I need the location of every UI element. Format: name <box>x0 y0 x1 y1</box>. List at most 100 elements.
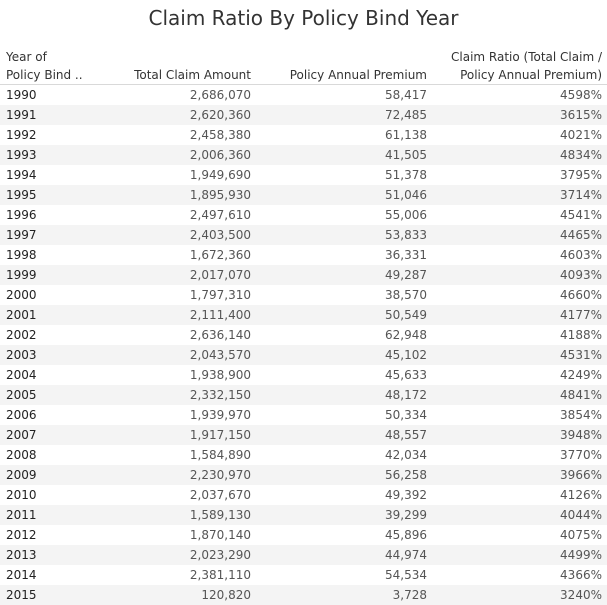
claim-ratio-cell: 3966% <box>560 468 602 482</box>
table-row[interactable]: 2013 2,023,290 44,974 4499% <box>0 545 607 565</box>
total-claim-cell: 2,023,290 <box>189 548 251 562</box>
claim-ratio-cell: 4093% <box>560 268 602 282</box>
table-row[interactable]: 2008 1,584,890 42,034 3770% <box>0 445 607 465</box>
premium-cell: 58,417 <box>385 88 427 102</box>
total-claim-cell: 1,949,690 <box>189 168 251 182</box>
claim-ratio-cell: 4465% <box>560 228 602 242</box>
total-claim-cell: 1,870,140 <box>189 528 251 542</box>
total-claim-cell: 1,797,310 <box>189 288 251 302</box>
total-claim-cell: 2,043,570 <box>189 348 251 362</box>
total-claim-cell: 2,381,110 <box>189 568 251 582</box>
total-claim-cell: 2,111,400 <box>189 308 251 322</box>
total-claim-cell: 2,403,500 <box>189 228 251 242</box>
premium-cell: 45,896 <box>385 528 427 542</box>
header-claim-ratio-line2[interactable]: Policy Annual Premium) <box>460 68 602 82</box>
table-row[interactable]: 2003 2,043,570 45,102 4531% <box>0 345 607 365</box>
table-row[interactable]: 2006 1,939,970 50,334 3854% <box>0 405 607 425</box>
premium-cell: 41,505 <box>385 148 427 162</box>
table-row[interactable]: 2002 2,636,140 62,948 4188% <box>0 325 607 345</box>
total-claim-cell: 2,006,360 <box>189 148 251 162</box>
premium-cell: 45,102 <box>385 348 427 362</box>
table-row[interactable]: 2000 1,797,310 38,570 4660% <box>0 285 607 305</box>
year-cell: 1994 <box>6 168 37 182</box>
premium-cell: 48,557 <box>385 428 427 442</box>
claim-ratio-cell: 4188% <box>560 328 602 342</box>
year-cell: 2004 <box>6 368 37 382</box>
table-row[interactable]: 1997 2,403,500 53,833 4465% <box>0 225 607 245</box>
table-row[interactable]: 1990 2,686,070 58,417 4598% <box>0 84 607 105</box>
premium-cell: 55,006 <box>385 208 427 222</box>
premium-cell: 61,138 <box>385 128 427 142</box>
claim-ratio-cell: 3795% <box>560 168 602 182</box>
table-row[interactable]: 2011 1,589,130 39,299 4044% <box>0 505 607 525</box>
table-row[interactable]: 2001 2,111,400 50,549 4177% <box>0 305 607 325</box>
table-row[interactable]: 1994 1,949,690 51,378 3795% <box>0 165 607 185</box>
year-cell: 2008 <box>6 448 37 462</box>
premium-cell: 48,172 <box>385 388 427 402</box>
year-cell: 2005 <box>6 388 37 402</box>
claim-ratio-cell: 4834% <box>560 148 602 162</box>
table-row[interactable]: 2004 1,938,900 45,633 4249% <box>0 365 607 385</box>
table-row[interactable]: 2010 2,037,670 49,392 4126% <box>0 485 607 505</box>
table-row[interactable]: 1996 2,497,610 55,006 4541% <box>0 205 607 225</box>
table-row[interactable]: 1999 2,017,070 49,287 4093% <box>0 265 607 285</box>
premium-cell: 51,378 <box>385 168 427 182</box>
claim-ratio-cell: 4603% <box>560 248 602 262</box>
table-row[interactable]: 2014 2,381,110 54,534 4366% <box>0 565 607 585</box>
total-claim-cell: 1,584,890 <box>189 448 251 462</box>
premium-cell: 62,948 <box>385 328 427 342</box>
premium-cell: 42,034 <box>385 448 427 462</box>
table-row[interactable]: 2015 120,820 3,728 3240% <box>0 585 607 605</box>
table-row[interactable]: 1993 2,006,360 41,505 4834% <box>0 145 607 165</box>
table-row[interactable]: 1992 2,458,380 61,138 4021% <box>0 125 607 145</box>
year-cell: 2013 <box>6 548 37 562</box>
year-cell: 1991 <box>6 108 37 122</box>
year-cell: 2014 <box>6 568 37 582</box>
claim-ratio-cell: 3948% <box>560 428 602 442</box>
table-body: 1990 2,686,070 58,417 4598% 1991 2,620,360 72,… <box>0 84 607 605</box>
year-cell: 2011 <box>6 508 37 522</box>
year-cell: 2015 <box>6 588 37 602</box>
claim-ratio-cell: 4021% <box>560 128 602 142</box>
year-cell: 1990 <box>6 88 37 102</box>
header-year-line1[interactable]: Year of <box>6 50 47 64</box>
table-row[interactable]: 1998 1,672,360 36,331 4603% <box>0 245 607 265</box>
total-claim-cell: 120,820 <box>201 588 251 602</box>
claim-ratio-cell: 4598% <box>560 88 602 102</box>
table-row[interactable]: 1995 1,895,930 51,046 3714% <box>0 185 607 205</box>
header-year-line2[interactable]: Policy Bind .. <box>6 68 83 82</box>
table-row[interactable]: 2005 2,332,150 48,172 4841% <box>0 385 607 405</box>
year-cell: 2001 <box>6 308 37 322</box>
total-claim-cell: 1,917,150 <box>189 428 251 442</box>
premium-cell: 38,570 <box>385 288 427 302</box>
total-claim-cell: 2,332,150 <box>189 388 251 402</box>
premium-cell: 53,833 <box>385 228 427 242</box>
header-policy-annual-premium[interactable]: Policy Annual Premium <box>289 68 427 82</box>
claim-ratio-cell: 3714% <box>560 188 602 202</box>
premium-cell: 54,534 <box>385 568 427 582</box>
table-row[interactable]: 1991 2,620,360 72,485 3615% <box>0 105 607 125</box>
total-claim-cell: 1,672,360 <box>189 248 251 262</box>
table-row[interactable]: 2007 1,917,150 48,557 3948% <box>0 425 607 445</box>
year-cell: 2007 <box>6 428 37 442</box>
claim-ratio-table: Year of Policy Bind .. Total Claim Amoun… <box>0 46 607 605</box>
table-row[interactable]: 2012 1,870,140 45,896 4075% <box>0 525 607 545</box>
year-cell: 2002 <box>6 328 37 342</box>
claim-ratio-cell: 3240% <box>560 588 602 602</box>
table-row[interactable]: 2009 2,230,970 56,258 3966% <box>0 465 607 485</box>
claim-ratio-cell: 4126% <box>560 488 602 502</box>
premium-cell: 49,287 <box>385 268 427 282</box>
premium-cell: 3,728 <box>392 588 427 602</box>
total-claim-cell: 2,620,360 <box>189 108 251 122</box>
year-cell: 1997 <box>6 228 37 242</box>
total-claim-cell: 2,636,140 <box>189 328 251 342</box>
premium-cell: 36,331 <box>385 248 427 262</box>
claim-ratio-cell: 4249% <box>560 368 602 382</box>
header-claim-ratio-line1[interactable]: Claim Ratio (Total Claim / <box>451 50 602 64</box>
header-total-claim-amount[interactable]: Total Claim Amount <box>134 68 251 82</box>
premium-cell: 44,974 <box>385 548 427 562</box>
claim-ratio-cell: 4541% <box>560 208 602 222</box>
claim-ratio-cell: 3615% <box>560 108 602 122</box>
claim-ratio-cell: 4841% <box>560 388 602 402</box>
year-cell: 1998 <box>6 248 37 262</box>
